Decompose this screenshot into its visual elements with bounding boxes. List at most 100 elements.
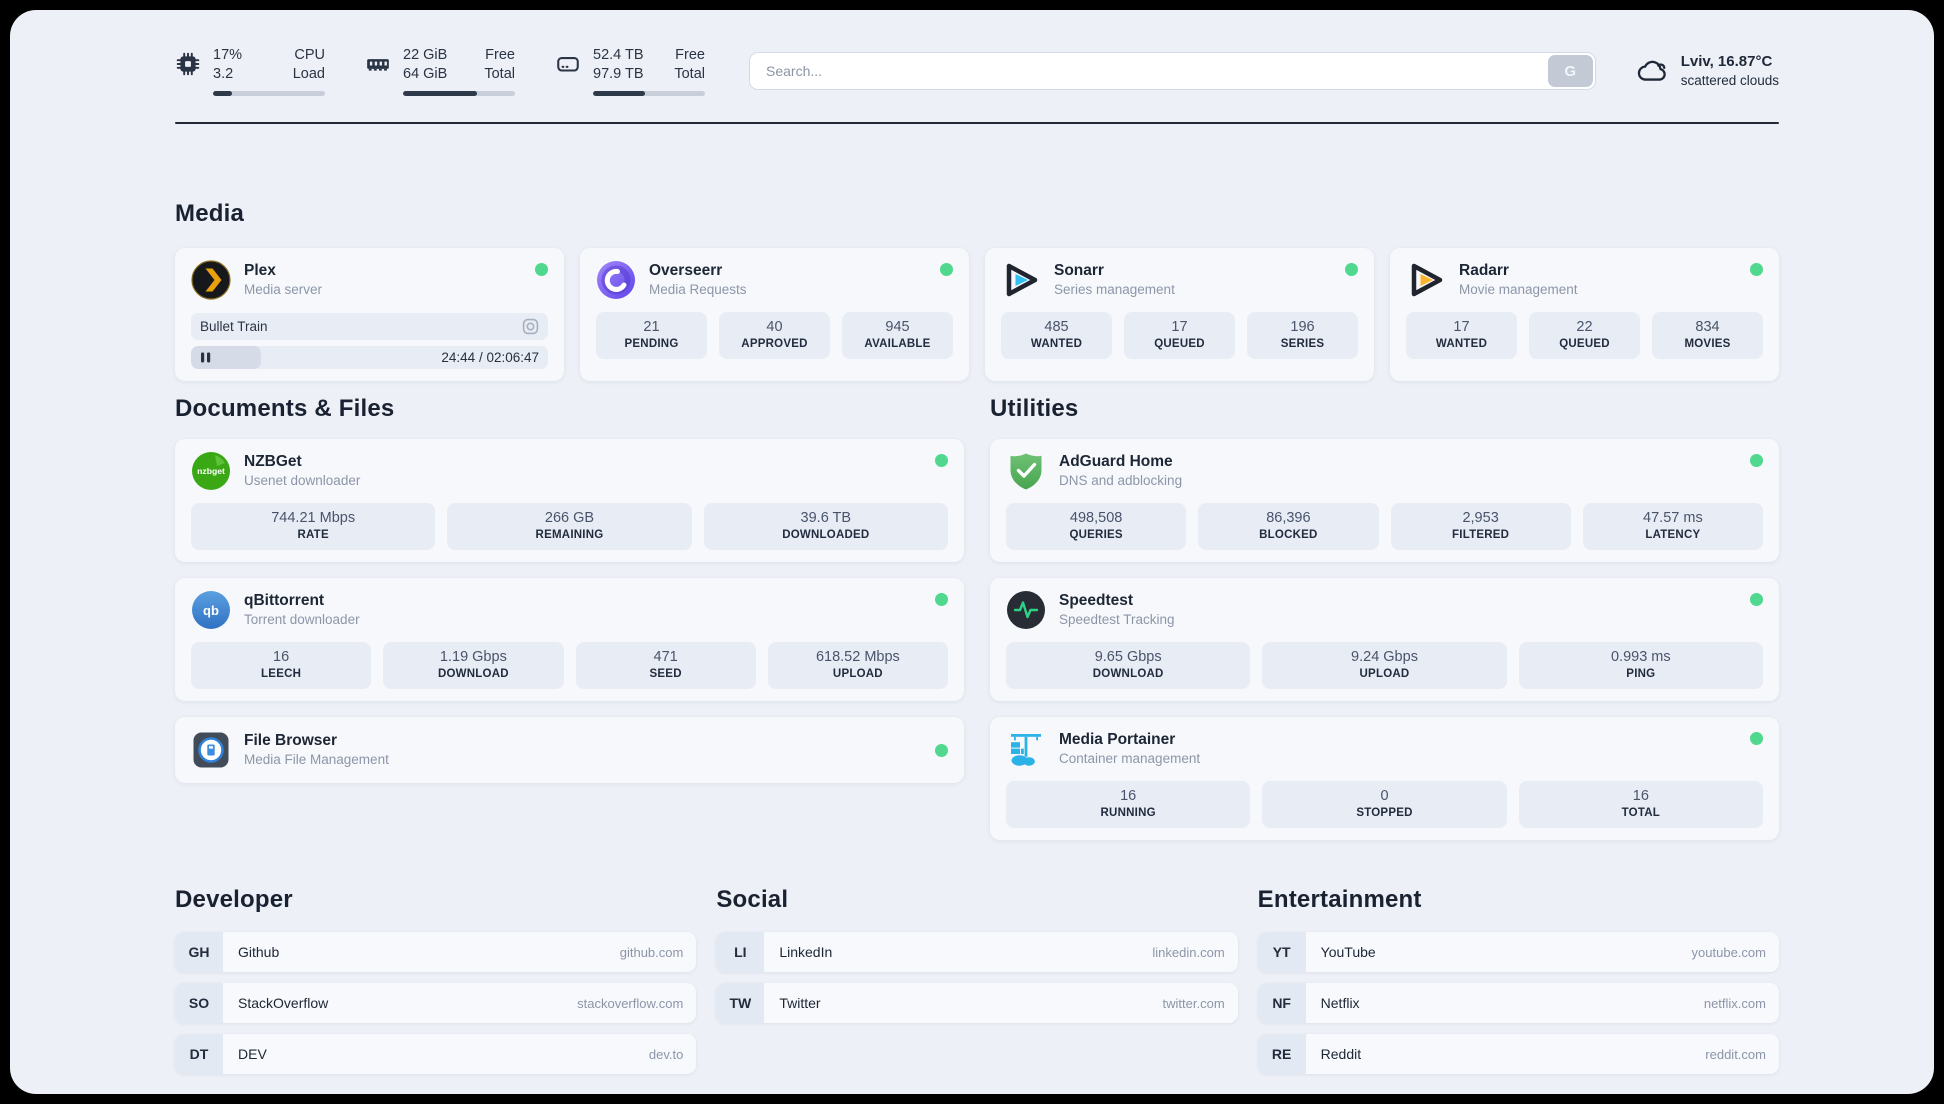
- weather-widget: Lviv, 16.87°C scattered clouds: [1636, 52, 1779, 90]
- stat-tile: 834 MOVIES: [1652, 312, 1763, 359]
- bookmark-reddit[interactable]: RE Reddit reddit.com: [1257, 1034, 1779, 1074]
- service-name: Media Portainer: [1059, 731, 1176, 748]
- service-subtitle: Speedtest Tracking: [1059, 612, 1175, 627]
- bookmark-abbr: YT: [1257, 932, 1306, 972]
- resource-widgets: 17% 3.2 CPU Load: [175, 46, 705, 96]
- filebrowser-icon: [193, 732, 229, 768]
- bookmark-dev[interactable]: DT DEV dev.to: [175, 1034, 697, 1074]
- service-card-adguard[interactable]: AdGuard Home DNS and adblocking 498,508 …: [990, 439, 1779, 562]
- service-card-nzbget[interactable]: nzbget NZBGet Usenet downloader 744.21 M…: [175, 439, 964, 562]
- bookmark-linkedin[interactable]: LI LinkedIn linkedin.com: [716, 932, 1238, 972]
- service-card-speedtest[interactable]: Speedtest Speedtest Tracking 9.65 Gbps D…: [990, 578, 1779, 701]
- session-icon[interactable]: [522, 318, 539, 335]
- bookmark-github[interactable]: GH Github github.com: [175, 932, 697, 972]
- service-name: Overseerr: [649, 262, 723, 279]
- status-dot: [1345, 263, 1358, 276]
- service-card-sonarr[interactable]: Sonarr Series management 485 WANTED 17 Q…: [985, 248, 1374, 381]
- bookmark-netflix[interactable]: NF Netflix netflix.com: [1257, 983, 1779, 1023]
- stat-tile: 0.993 ms PING: [1518, 642, 1763, 689]
- service-card-qbittorrent[interactable]: qb qBittorrent Torrent downloader 16 LEE…: [175, 578, 964, 701]
- stat-tile: 471 SEED: [575, 642, 756, 689]
- service-card-plex[interactable]: Plex Media server Bullet Train: [175, 248, 564, 381]
- stat-tile: 266 GB REMAINING: [447, 503, 692, 550]
- nzbget-icon: nzbget: [192, 452, 230, 490]
- section-title-media: Media: [175, 200, 245, 227]
- bookmark-url: reddit.com: [1705, 1046, 1766, 1062]
- bookmark-name: DEV: [238, 1046, 267, 1062]
- stat-tile: 39.6 TB DOWNLOADED: [703, 503, 948, 550]
- qbittorrent-icon: qb: [192, 591, 230, 629]
- bookmark-abbr: NF: [1257, 983, 1306, 1023]
- stat-tile: 196 SERIES: [1247, 312, 1358, 359]
- stat-tile: 17 QUEUED: [1124, 312, 1235, 359]
- stat-tile: 485 WANTED: [1001, 312, 1112, 359]
- disk-free-value: 52.4 TB: [593, 47, 644, 63]
- speedtest-icon: [1007, 591, 1045, 629]
- status-dot: [1750, 454, 1763, 467]
- now-playing-row: Bullet Train: [191, 313, 548, 340]
- bookmark-name: LinkedIn: [779, 944, 833, 960]
- search-engine-button[interactable]: G: [1547, 55, 1593, 87]
- bookmark-abbr: DT: [175, 1034, 223, 1074]
- bookmark-abbr: GH: [175, 932, 223, 972]
- service-card-filebrowser[interactable]: File Browser Media File Management: [175, 717, 964, 783]
- sonarr-icon: [1006, 263, 1038, 297]
- bookmark-url: github.com: [619, 944, 684, 960]
- stat-tile: 16 RUNNING: [1006, 781, 1251, 828]
- memory-widget: 22 GiB 64 GiB Free Total: [365, 46, 515, 96]
- svg-text:nzbget: nzbget: [197, 466, 225, 476]
- service-card-overseerr[interactable]: Overseerr Media Requests 21 PENDING 40 A…: [580, 248, 969, 381]
- service-subtitle: Media server: [244, 282, 323, 297]
- status-dot: [935, 593, 948, 606]
- bookmark-url: linkedin.com: [1152, 944, 1225, 960]
- service-subtitle: Torrent downloader: [244, 612, 360, 627]
- cpu-usage-value: 17%: [213, 47, 243, 63]
- disk-icon: [557, 57, 579, 72]
- stat-tile: 40 APPROVED: [719, 312, 830, 359]
- stat-tile: 945 AVAILABLE: [842, 312, 953, 359]
- playback-progress-row: 24:44 / 02:06:47: [191, 346, 548, 369]
- bookmark-url: netflix.com: [1703, 995, 1766, 1011]
- disk-progressbar: [593, 91, 705, 96]
- weather-condition: scattered clouds: [1680, 73, 1779, 88]
- section-title-entertainment: Entertainment: [1257, 886, 1422, 913]
- service-subtitle: Media Requests: [649, 282, 747, 297]
- bookmark-url: stackoverflow.com: [577, 995, 684, 1011]
- search-input[interactable]: [749, 52, 1596, 90]
- disk-total-label: Total: [674, 66, 705, 82]
- cpu-progressbar: [213, 91, 325, 96]
- memory-progressbar: [403, 91, 515, 96]
- stat-tile: 2,953 FILTERED: [1390, 503, 1571, 550]
- stat-tile: 9.65 Gbps DOWNLOAD: [1006, 642, 1251, 689]
- stat-tile: 744.21 Mbps RATE: [191, 503, 436, 550]
- bookmark-stackoverflow[interactable]: SO StackOverflow stackoverflow.com: [175, 983, 697, 1023]
- service-name: AdGuard Home: [1059, 453, 1173, 470]
- service-name: Plex: [244, 262, 276, 279]
- cloud-icon: [1637, 60, 1666, 81]
- section-title-utilities: Utilities: [990, 395, 1079, 422]
- service-card-radarr[interactable]: Radarr Movie management 17 WANTED 22 QUE…: [1390, 248, 1779, 381]
- service-card-portainer[interactable]: Media Portainer Container management 16 …: [990, 717, 1779, 840]
- section-title-developer: Developer: [175, 886, 293, 913]
- service-subtitle: Movie management: [1459, 282, 1578, 297]
- status-dot: [935, 454, 948, 467]
- stat-tile: 498,508 QUERIES: [1006, 503, 1187, 550]
- bookmark-twitter[interactable]: TW Twitter twitter.com: [716, 983, 1238, 1023]
- stat-tile: 21 PENDING: [596, 312, 707, 359]
- stat-tile: 618.52 Mbps UPLOAD: [767, 642, 948, 689]
- bookmark-name: YouTube: [1320, 944, 1376, 960]
- stat-tile: 0 STOPPED: [1262, 781, 1507, 828]
- bookmark-name: Github: [238, 944, 280, 960]
- now-playing-title: Bullet Train: [200, 319, 268, 334]
- cpu-label: CPU: [294, 47, 325, 63]
- bookmark-abbr: RE: [1257, 1034, 1306, 1074]
- search-bar: G: [749, 52, 1596, 90]
- plex-icon: [191, 260, 231, 300]
- bookmark-name: Reddit: [1320, 1046, 1362, 1062]
- bookmark-name: Twitter: [779, 995, 821, 1011]
- bookmark-name: StackOverflow: [238, 995, 329, 1011]
- service-name: Radarr: [1459, 262, 1509, 279]
- bookmark-youtube[interactable]: YT YouTube youtube.com: [1257, 932, 1779, 972]
- bookmark-name: Netflix: [1320, 995, 1360, 1011]
- service-name: Speedtest: [1059, 592, 1134, 609]
